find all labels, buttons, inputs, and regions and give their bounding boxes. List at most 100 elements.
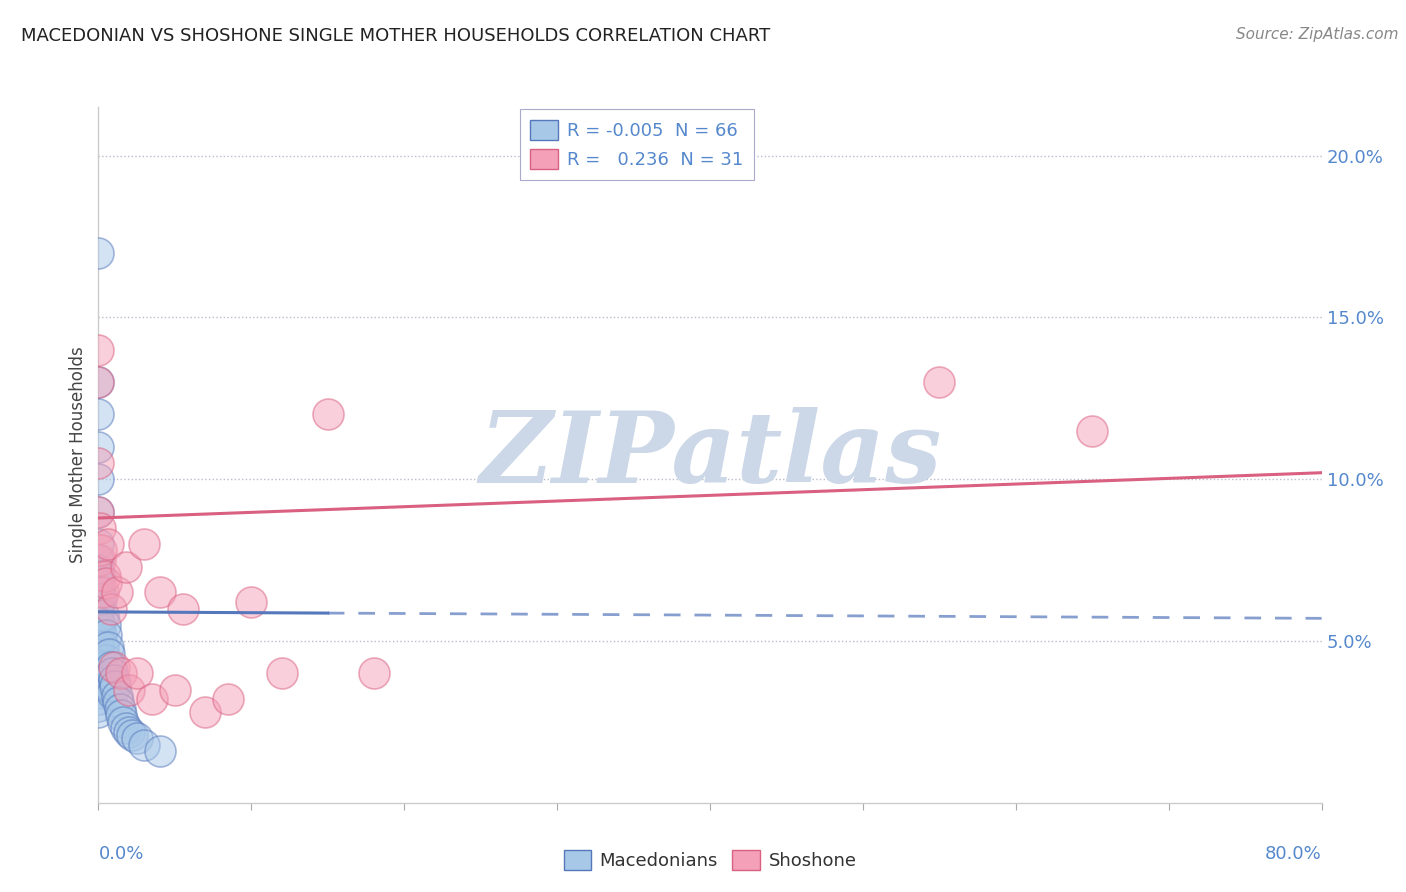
Point [87,666,110,681]
Point [90,660,112,674]
Point [87,679,110,693]
Point [87,698,110,713]
Point [94,653,117,667]
Point [87,673,110,687]
Point [98,679,121,693]
Point [149,744,172,758]
Point [101,666,124,681]
Point [97,537,120,551]
Point [89,617,111,632]
Point [100,601,122,615]
Point [97,640,120,655]
Point [101,686,124,700]
Point [107,696,129,710]
Point [87,634,110,648]
Point [87,245,110,260]
Point [94,679,117,693]
Point [149,585,172,599]
Point [93,660,115,674]
Point [87,472,110,486]
Point [89,650,111,665]
Point [89,553,111,567]
Point [87,595,110,609]
Point [87,585,110,599]
Text: MACEDONIAN VS SHOSHONE SINGLE MOTHER HOUSEHOLDS CORRELATION CHART: MACEDONIAN VS SHOSHONE SINGLE MOTHER HOU… [21,27,770,45]
Text: ZIPatlas: ZIPatlas [479,407,941,503]
Point [111,714,134,729]
Point [87,537,110,551]
Point [115,722,138,736]
Point [134,738,156,752]
Point [89,521,111,535]
Point [87,686,110,700]
Point [91,608,114,623]
Point [118,682,141,697]
Point [89,585,111,599]
Point [105,689,128,703]
Point [103,673,125,687]
Point [87,660,110,674]
Point [316,408,339,422]
Point [90,543,112,558]
Point [87,692,110,706]
Point [91,585,114,599]
Point [87,615,110,629]
Point [90,591,112,606]
Point [125,731,148,745]
Point [93,617,115,632]
Point [105,585,128,599]
Point [217,692,239,706]
Point [194,705,217,719]
Point [87,601,110,615]
Point [87,621,110,635]
Point [104,679,127,693]
Point [125,666,148,681]
Point [108,702,131,716]
Point [103,660,125,674]
Point [87,653,110,667]
Text: 0.0%: 0.0% [98,845,143,863]
Point [134,537,156,551]
Point [87,343,110,357]
Point [91,673,114,687]
Y-axis label: Single Mother Households: Single Mother Households [69,347,87,563]
Point [110,708,132,723]
Point [87,608,110,623]
Point [90,627,112,641]
Text: 80.0%: 80.0% [1265,845,1322,863]
Point [87,627,110,641]
Point [87,647,110,661]
Point [115,559,138,574]
Point [87,375,110,389]
Point [91,640,114,655]
Point [93,569,115,583]
Point [928,375,950,389]
Point [163,682,186,697]
Point [89,569,111,583]
Point [172,601,194,615]
Point [87,504,110,518]
Point [270,666,292,681]
Point [110,666,132,681]
Point [100,660,122,674]
Text: Source: ZipAtlas.com: Source: ZipAtlas.com [1236,27,1399,42]
Point [240,595,263,609]
Point [97,673,120,687]
Point [121,728,143,742]
Point [87,440,110,454]
Point [87,569,110,583]
Point [94,627,117,641]
Point [87,563,110,577]
Point [87,575,110,590]
Point [87,504,110,518]
Point [87,553,110,567]
Point [87,640,110,655]
Point [363,666,385,681]
Point [87,456,110,470]
Legend: Macedonians, Shoshone: Macedonians, Shoshone [557,843,863,877]
Point [98,647,121,661]
Point [87,375,110,389]
Point [89,673,111,687]
Point [94,575,117,590]
Point [87,408,110,422]
